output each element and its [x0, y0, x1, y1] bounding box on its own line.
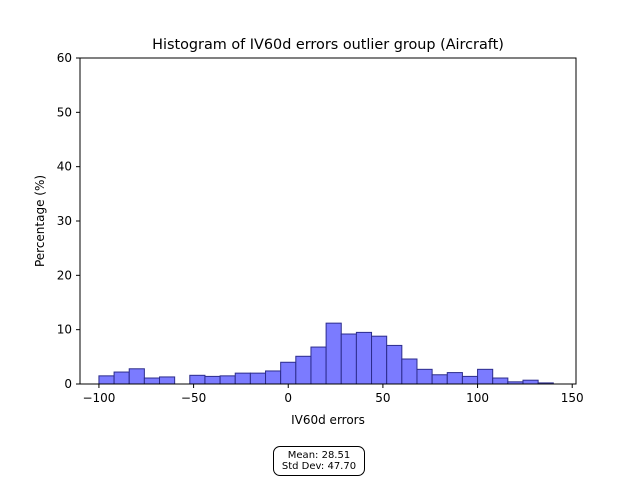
histogram-bar [522, 379, 539, 385]
histogram-bar [143, 377, 161, 385]
histogram-bar [204, 375, 221, 385]
histogram-bars [98, 322, 554, 385]
histogram-bar [371, 335, 388, 385]
y-axis-label: Percentage (%) [33, 175, 47, 267]
chart-title: Histogram of IV60d errors outlier group … [152, 37, 504, 53]
histogram-bar [325, 322, 342, 385]
histogram-bar [461, 375, 479, 385]
histogram-bar [189, 374, 206, 385]
y-tick-label: 60 [57, 51, 72, 65]
x-tick-label: −50 [181, 391, 206, 405]
histogram-bar [310, 346, 327, 385]
histogram-bar [340, 333, 357, 385]
histogram-bar [128, 368, 145, 385]
histogram-bar [98, 375, 115, 385]
histogram-bar [416, 368, 433, 385]
y-tick-label: 30 [57, 214, 72, 228]
histogram-bar [355, 331, 373, 385]
x-tick-label: −100 [82, 391, 115, 405]
histogram-bar [159, 376, 176, 385]
histogram-bar [219, 375, 236, 385]
y-axis-ticks: 0 10 20 30 40 50 60 [57, 51, 80, 391]
stats-box: Mean: 28.51 Std Dev: 47.70 [273, 446, 365, 476]
x-axis-ticks: −100 −50 0 50 100 150 [82, 384, 584, 405]
x-tick-label: 0 [284, 391, 292, 405]
histogram-bar [265, 370, 282, 385]
x-tick-label: 50 [375, 391, 390, 405]
x-axis-label: IV60d errors [291, 413, 365, 427]
histogram-bar [492, 377, 509, 385]
histogram-bar [295, 355, 312, 385]
histogram-bar [249, 372, 267, 385]
y-tick-label: 0 [64, 377, 72, 391]
histogram-bar [431, 374, 448, 385]
histogram-bar [113, 371, 130, 385]
histogram-bar [234, 372, 251, 385]
mean-stat: Mean: 28.51 [287, 450, 351, 461]
histogram-bar [401, 358, 418, 385]
y-tick-label: 20 [57, 268, 72, 282]
x-tick-label: 100 [466, 391, 489, 405]
histogram-bar [477, 368, 494, 385]
histogram-bar [280, 361, 297, 385]
y-tick-label: 40 [57, 160, 72, 174]
y-tick-label: 10 [57, 323, 72, 337]
histogram-bar [386, 344, 403, 385]
y-tick-label: 50 [57, 105, 72, 119]
x-tick-label: 150 [561, 391, 584, 405]
histogram-bar [446, 372, 463, 385]
std-dev-stat: Std Dev: 47.70 [281, 461, 357, 472]
